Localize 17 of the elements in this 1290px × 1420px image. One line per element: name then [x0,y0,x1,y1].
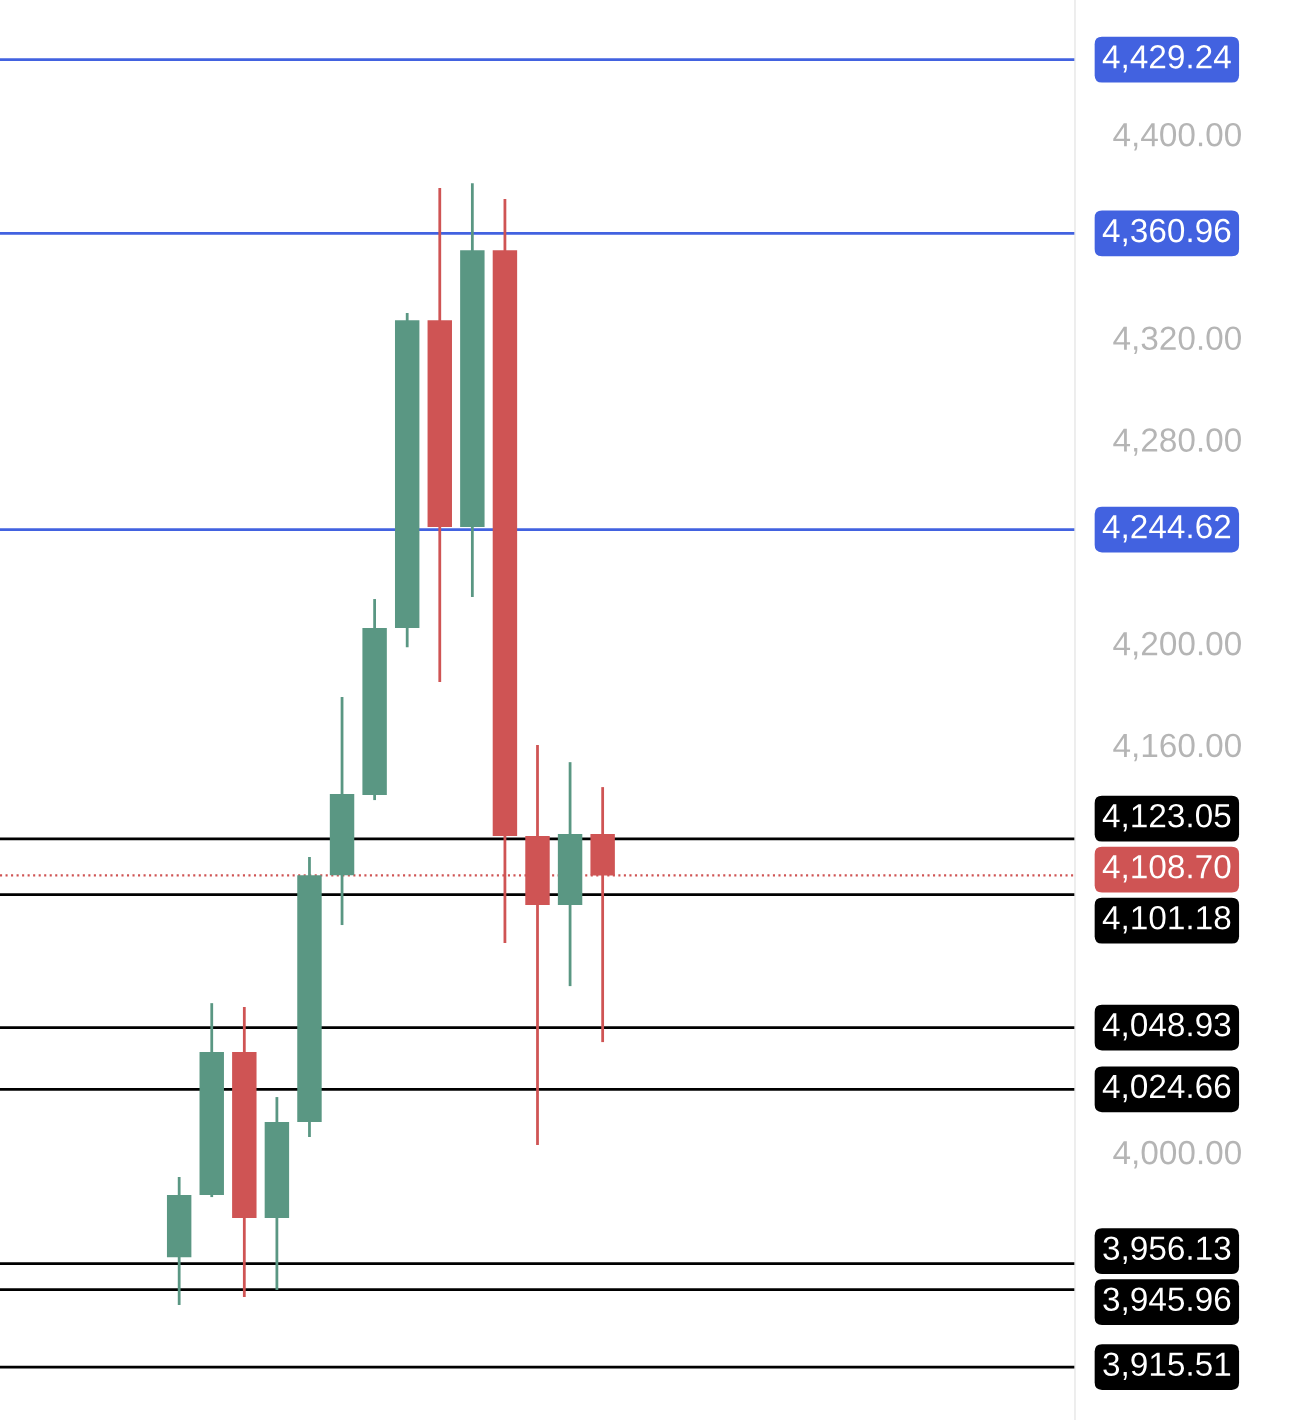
ref-line-label: 3,956.13 [1103,1236,1231,1264]
ref-line-label: 4,024.66 [1102,1074,1231,1103]
ref-line-label: 4,048.93 [1102,1012,1231,1041]
ref-line-label: 3,945.96 [1103,1287,1231,1315]
ref-line-label: 4,244.62 [1102,514,1231,543]
ref-line-label: 4,429.24 [1102,45,1231,73]
y-tick-label: 4,320.00 [1113,326,1241,355]
ref-line-label: 4,101.18 [1102,905,1231,934]
ref-line-label: 3,915.51 [1103,1352,1231,1380]
y-tick-label: 4,280.00 [1113,428,1241,456]
ref-line-label: 4,123.05 [1102,803,1231,832]
ref-line-label: 4,360.96 [1102,218,1231,247]
y-tick-label: 4,160.00 [1113,733,1241,762]
y-tick-label: 4,000.00 [1113,1140,1241,1169]
ref-line-label: 4,108.70 [1102,854,1231,883]
y-tick-label: 4,400.00 [1113,122,1241,151]
y-tick-label: 4,200.00 [1113,631,1241,660]
